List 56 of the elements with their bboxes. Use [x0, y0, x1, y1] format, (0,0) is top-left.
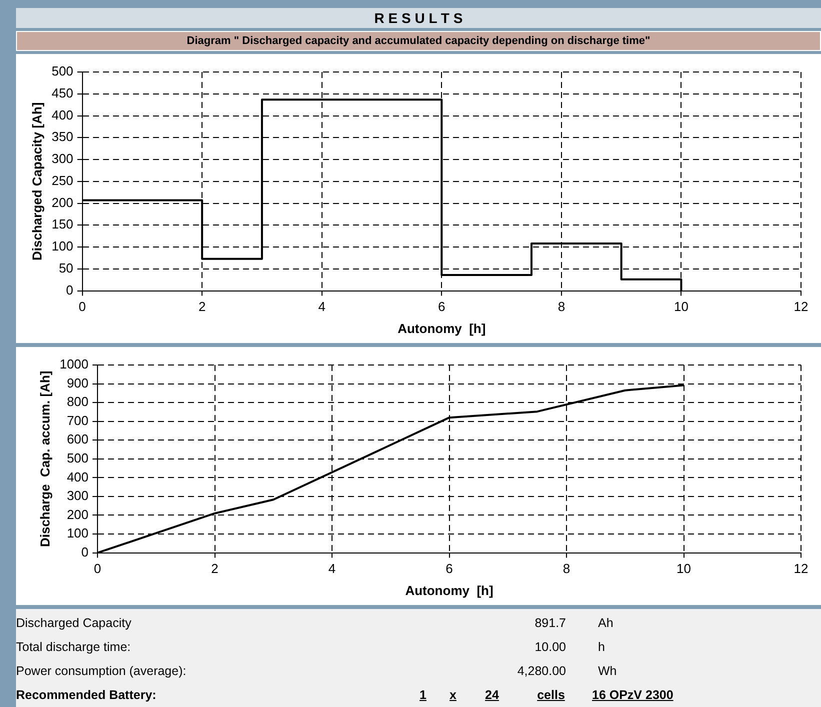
text: 4,280.00	[516, 664, 566, 678]
y-tick-label: 500	[52, 64, 74, 79]
x-tick-label: 4	[318, 299, 326, 314]
x-tick-label: 4	[328, 561, 336, 576]
text: 16 OPzV 2300	[591, 688, 674, 702]
x-tick-label: 0	[94, 561, 102, 576]
text: Power consumption (average):	[16, 664, 188, 678]
y-tick-label: 450	[52, 85, 74, 100]
text: Total discharge time:	[16, 640, 132, 654]
y-axis-title: Discharge Cap. accum. [Ah]	[37, 370, 52, 548]
y-tick-label: 200	[66, 506, 89, 522]
y-tick-label: 250	[52, 172, 74, 188]
text: 24	[484, 688, 500, 702]
y-tick-label: 1000	[60, 356, 89, 372]
text: h	[597, 640, 606, 654]
x-tick-label: 2	[211, 561, 218, 576]
x-tick-label: 8	[562, 561, 570, 576]
text: Discharged Capacity	[16, 616, 132, 630]
y-tick-label: 400	[52, 107, 74, 122]
y-tick-label: 400	[66, 469, 89, 484]
text: Wh	[597, 664, 618, 678]
text: 891.7	[534, 616, 566, 630]
text: 1	[418, 688, 428, 702]
x-tick-label: 12	[794, 299, 808, 314]
x-tick-label: 10	[674, 299, 688, 314]
y-tick-label: 300	[66, 488, 89, 504]
y-tick-label: 100	[66, 526, 89, 541]
text: x	[448, 688, 458, 702]
y-tick-label: 0	[66, 282, 74, 298]
x-tick-label: 6	[446, 561, 453, 576]
y-tick-label: 0	[81, 544, 89, 560]
x-tick-label: 6	[438, 299, 446, 314]
text: 10.00	[534, 640, 566, 654]
y-tick-label: 700	[66, 412, 89, 428]
chart-subtitle: Diagram " Discharged capacity and accumulated capacity depending on discharge time"	[16, 31, 821, 51]
x-axis-title: Autonomy [h]	[398, 320, 486, 336]
y-tick-label: 150	[52, 216, 74, 232]
y-tick-label: 600	[66, 432, 89, 447]
text: Ah	[597, 616, 614, 630]
text: Recommended Battery:	[16, 688, 158, 702]
y-tick-label: 800	[66, 394, 89, 410]
x-tick-label: 10	[676, 561, 691, 576]
chart-title: R E S U L T S	[16, 8, 821, 28]
x-tick-label: 12	[794, 561, 808, 576]
text: cells	[536, 688, 566, 702]
y-tick-label: 50	[58, 260, 74, 276]
y-axis-title: Discharged Capacity [Ah]	[29, 102, 44, 260]
y-tick-label: 350	[52, 129, 74, 144]
y-tick-label: 900	[66, 375, 89, 390]
y-tick-label: 500	[66, 450, 89, 466]
x-axis-title: Autonomy [h]	[405, 582, 494, 598]
y-tick-label: 300	[52, 151, 74, 166]
y-tick-label: 100	[52, 238, 74, 254]
x-tick-label: 2	[198, 299, 206, 314]
x-tick-label: 8	[558, 299, 566, 314]
y-tick-label: 200	[52, 194, 74, 210]
